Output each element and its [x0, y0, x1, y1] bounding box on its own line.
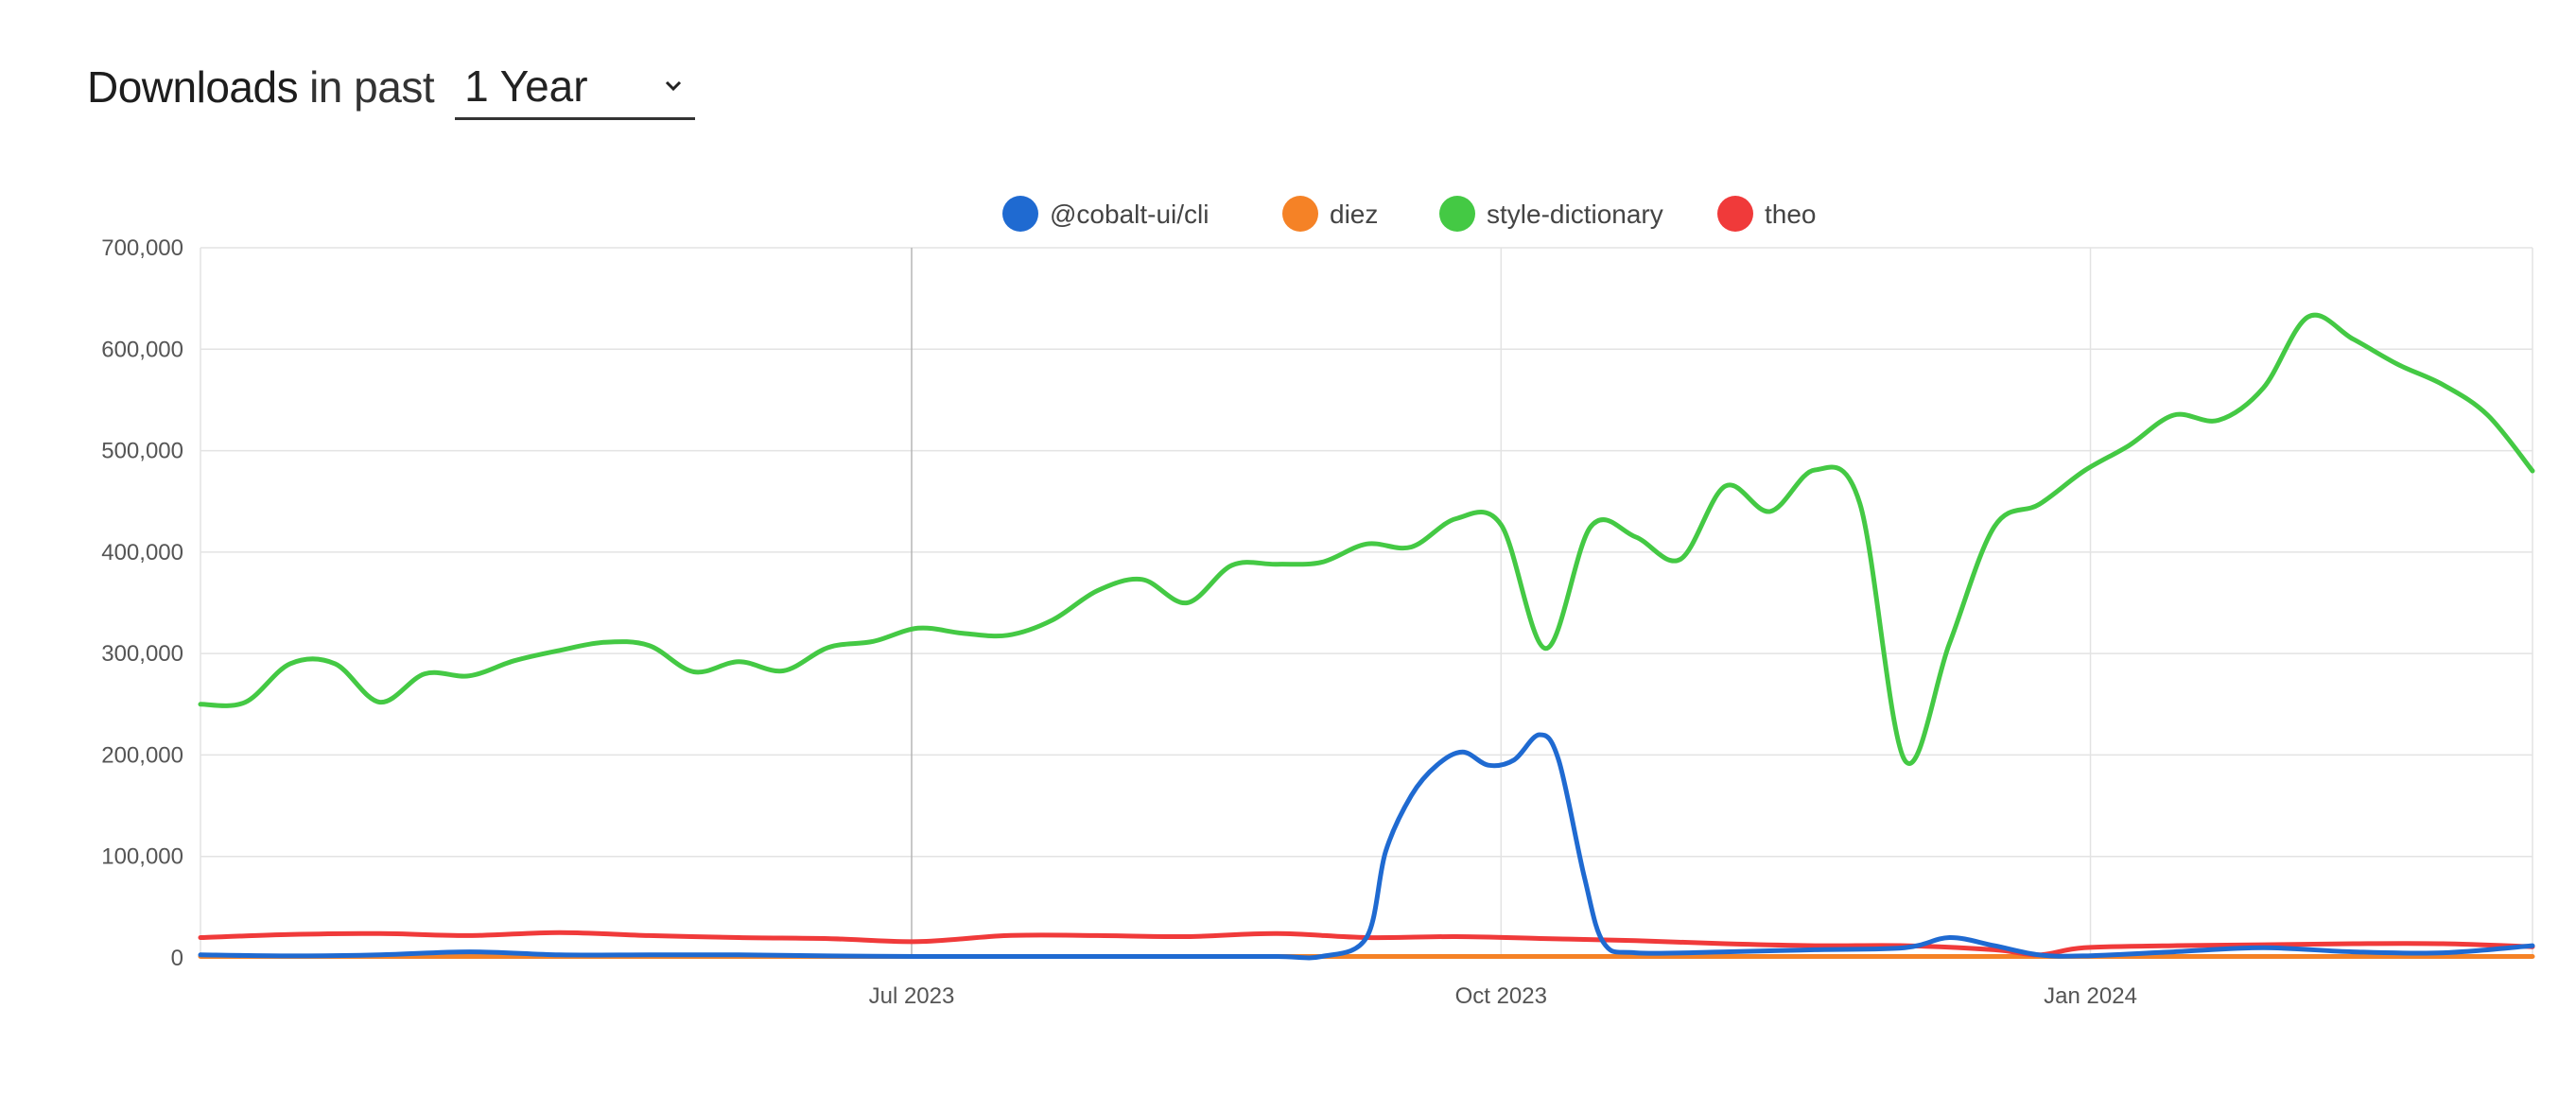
legend-label: @cobalt-ui/cli — [1050, 200, 1209, 229]
y-tick-label: 400,000 — [101, 540, 183, 565]
legend-swatch — [1717, 196, 1753, 232]
chart-grid — [200, 247, 2533, 959]
y-tick-label: 100,000 — [101, 844, 183, 870]
y-tick-label: 300,000 — [101, 641, 183, 667]
legend-item-diez[interactable]: diez — [1282, 196, 1378, 232]
y-tick-label: 0 — [171, 946, 183, 971]
series-line-theo — [198, 930, 2535, 958]
legend-label: theo — [1765, 200, 1817, 229]
x-tick-label: Jul 2023 — [869, 983, 955, 1009]
chart-series — [198, 312, 2535, 961]
legend-item-style-dictionary[interactable]: style-dictionary — [1439, 196, 1663, 232]
legend-swatch — [1002, 196, 1038, 232]
legend-swatch — [1439, 196, 1475, 232]
legend-label: style-dictionary — [1487, 200, 1663, 229]
y-axis: 0 100,000 200,000 300,000 400,000 500,000 600,… — [101, 235, 183, 971]
chart-legend: @cobalt-ui/cli diez style-dictionary theo — [1002, 196, 1817, 232]
series-line-cobalt-ui-cli — [198, 732, 2535, 961]
y-tick-label: 200,000 — [101, 742, 183, 768]
legend-swatch — [1282, 196, 1318, 232]
y-tick-label: 500,000 — [101, 439, 183, 464]
downloads-title: Downloads — [87, 62, 299, 112]
y-tick-label: 700,000 — [101, 235, 183, 261]
x-tick-label: Jan 2024 — [2044, 983, 2137, 1009]
y-tick-label: 600,000 — [101, 337, 183, 362]
x-axis: Jul 2023 Oct 2023 Jan 2024 — [869, 983, 2137, 1009]
legend-item-theo[interactable]: theo — [1717, 196, 1817, 232]
time-range-value: 1 Year — [464, 61, 588, 111]
x-tick-label: Oct 2023 — [1455, 983, 1547, 1009]
legend-item-cobalt-ui-cli[interactable]: @cobalt-ui/cli — [1002, 196, 1209, 232]
legend-label: diez — [1330, 200, 1378, 229]
time-range-select[interactable]: 1 Year — [455, 54, 696, 120]
downloads-subtitle: in past — [309, 62, 435, 112]
series-line-style-dictionary — [198, 312, 2535, 766]
downloads-header: Downloads in past 1 Year — [87, 49, 696, 125]
chevron-down-icon — [661, 74, 686, 98]
